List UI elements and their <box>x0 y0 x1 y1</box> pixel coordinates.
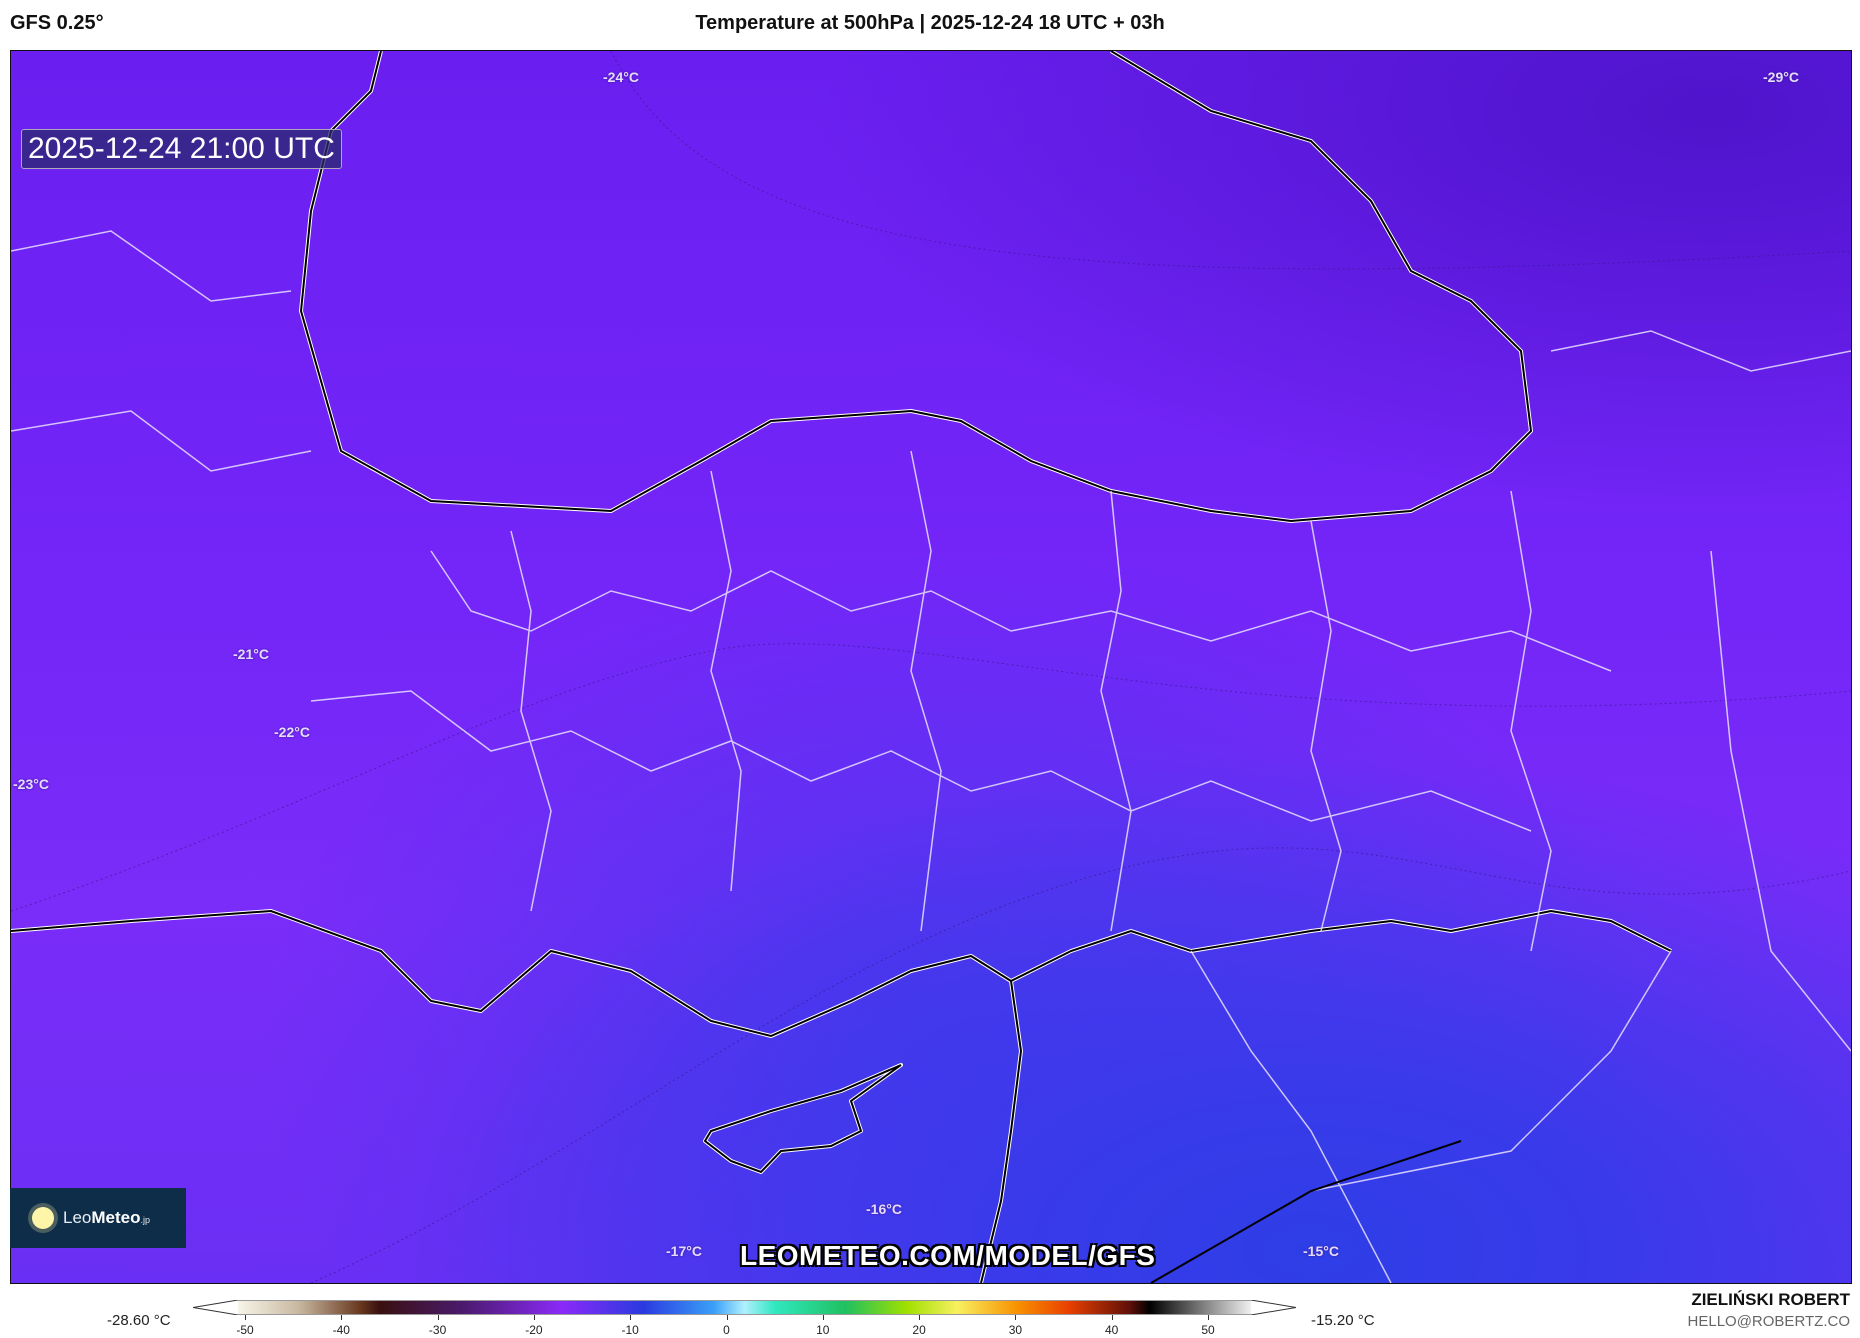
colorbar-tick-label: 40 <box>1105 1323 1119 1337</box>
colorbar-tick-label: 30 <box>1008 1323 1023 1337</box>
colorbar <box>193 1300 1296 1315</box>
colorbar-tick-mark <box>630 1315 632 1320</box>
colorbar-tick-mark <box>1111 1315 1113 1320</box>
colorbar-tick-label: 0 <box>723 1323 730 1337</box>
isotherm-label: -29°C <box>1763 69 1799 85</box>
isotherm-label: -15°C <box>1303 1243 1339 1259</box>
colorbar-tick-label: 20 <box>912 1323 926 1337</box>
colorbar-tick-label: 50 <box>1201 1323 1215 1337</box>
temperature-map[interactable]: 2025-12-24 21:00 UTC -24°C -29°C -21°C -… <box>10 50 1852 1284</box>
colorbar-tick-mark <box>341 1315 343 1320</box>
isotherm-label: -21°C <box>233 646 269 662</box>
author-name: ZIELIŃSKI ROBERT <box>1691 1290 1850 1309</box>
admin-borders <box>11 230 1851 1283</box>
colorbar-tick-mark <box>822 1315 824 1320</box>
colorbar-tick-mark <box>1015 1315 1017 1320</box>
isotherm-label: -17°C <box>666 1243 702 1259</box>
colorbar-tick-label: -10 <box>621 1323 639 1337</box>
isotherm-label: -16°C <box>866 1201 902 1217</box>
colorbar-tick-label: -40 <box>332 1323 350 1337</box>
map-title: Temperature at 500hPa | 2025-12-24 18 UT… <box>695 12 1165 34</box>
colorbar-tick-label: 10 <box>816 1323 830 1337</box>
logo-text-meteo: Meteo <box>91 1208 141 1227</box>
isotherm-label: -23°C <box>13 776 49 792</box>
isotherm-lines <box>11 51 1851 1283</box>
colorbar-tick-mark <box>437 1315 439 1320</box>
colorbar-tick-mark <box>533 1315 535 1320</box>
geography-layer <box>11 51 1851 1283</box>
colorbar-tick-mark <box>919 1315 921 1320</box>
colorbar-tick-label: -20 <box>525 1323 543 1337</box>
author-email: HELLO@ROBERTZ.CO <box>1687 1313 1850 1330</box>
watermark-url: LEOMETEO.COM/MODEL/GFS <box>740 1240 1156 1271</box>
sun-icon <box>32 1207 54 1229</box>
leometeo-logo: LeoMeteo.jp <box>10 1188 186 1248</box>
colorbar-min-label: -28.60 °C <box>107 1312 171 1329</box>
model-label: GFS 0.25° <box>10 12 104 34</box>
colorbar-max-label: -15.20 °C <box>1311 1312 1375 1329</box>
border-line <box>1150 1140 1462 1283</box>
valid-time-label: 2025-12-24 21:00 UTC <box>21 129 342 169</box>
colorbar-tick-label: -30 <box>428 1323 447 1337</box>
colorbar-tick-mark <box>245 1315 246 1320</box>
colorbar-tick-mark <box>726 1315 728 1320</box>
coastline <box>11 51 1673 1283</box>
logo-text-leo: Leo <box>63 1208 92 1227</box>
isotherm-label: -24°C <box>603 69 639 85</box>
colorbar-tick-label: -50 <box>236 1323 254 1337</box>
colorbar-gradient <box>238 1301 1251 1314</box>
isotherm-label: -22°C <box>274 724 310 740</box>
colorbar-tick-mark <box>1208 1315 1209 1320</box>
coastline-halo <box>11 51 1672 1283</box>
logo-text-suffix: .jp <box>140 1215 151 1225</box>
